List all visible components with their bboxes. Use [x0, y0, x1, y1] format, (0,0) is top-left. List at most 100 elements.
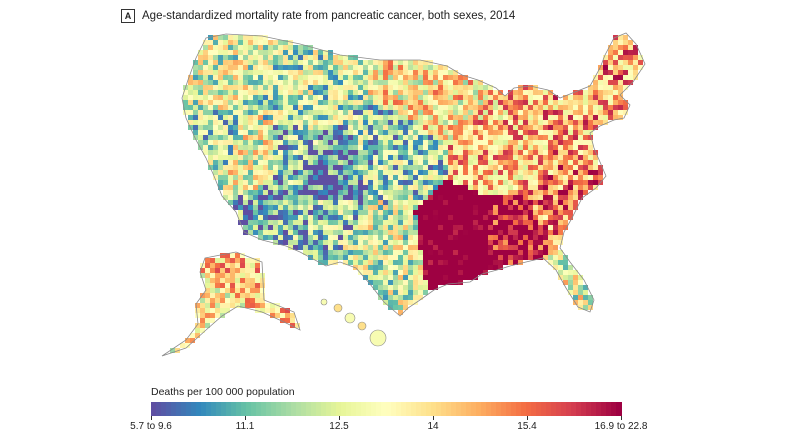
county-cell: [278, 80, 283, 85]
county-cell: [338, 65, 343, 70]
colorbar-segment: [426, 402, 432, 416]
county-cell: [543, 140, 548, 145]
county-cell: [448, 150, 453, 155]
county-cell: [618, 85, 623, 90]
county-cell: [238, 210, 243, 215]
county-cell: [598, 165, 603, 170]
county-cell: [308, 105, 313, 110]
county-cell: [313, 200, 318, 205]
county-cell: [428, 115, 433, 120]
county-cell: [253, 170, 258, 175]
county-cell: [343, 95, 348, 100]
county-cell: [353, 100, 358, 105]
county-cell: [568, 210, 573, 215]
county-cell: [603, 75, 608, 80]
county-cell: [223, 55, 228, 60]
county-cell: [213, 55, 218, 60]
county-cell: [323, 255, 328, 260]
county-cell: [368, 130, 373, 135]
county-cell: [518, 245, 523, 250]
county-cell: [373, 205, 378, 210]
county-cell: [618, 45, 623, 50]
county-cell: [398, 100, 403, 105]
county-cell: [218, 125, 223, 130]
county-cell: [518, 95, 523, 100]
county-cell: [273, 230, 278, 235]
county-cell: [503, 200, 508, 205]
county-cell: [448, 225, 453, 230]
borough-cell: [210, 258, 215, 263]
county-cell: [318, 165, 323, 170]
county-cell: [318, 130, 323, 135]
county-cell: [348, 165, 353, 170]
county-cell: [593, 105, 598, 110]
county-cell: [413, 120, 418, 125]
county-cell: [188, 110, 193, 115]
county-cell: [358, 110, 363, 115]
county-cell: [263, 210, 268, 215]
county-cell: [203, 50, 208, 55]
borough-cell: [205, 313, 210, 318]
county-cell: [533, 150, 538, 155]
county-cell: [223, 140, 228, 145]
county-cell: [348, 110, 353, 115]
county-cell: [273, 205, 278, 210]
county-cell: [503, 105, 508, 110]
borough-cell: [250, 288, 255, 293]
county-cell: [383, 90, 388, 95]
county-cell: [403, 160, 408, 165]
county-cell: [413, 220, 418, 225]
county-cell: [458, 135, 463, 140]
borough-cell: [255, 263, 260, 268]
county-cell: [413, 255, 418, 260]
county-cell: [223, 120, 228, 125]
county-cell: [293, 160, 298, 165]
county-cell: [438, 195, 443, 200]
county-cell: [498, 195, 503, 200]
county-cell: [463, 145, 468, 150]
county-cell: [473, 255, 478, 260]
county-cell: [368, 205, 373, 210]
county-cell: [503, 95, 508, 100]
county-cell: [208, 100, 213, 105]
county-cell: [343, 180, 348, 185]
county-cell: [438, 65, 443, 70]
county-cell: [313, 240, 318, 245]
county-cell: [318, 230, 323, 235]
county-cell: [223, 195, 228, 200]
county-cell: [388, 275, 393, 280]
county-cell: [538, 225, 543, 230]
borough-cell: [215, 298, 220, 303]
legend-tick-label: 5.7 to 9.6: [130, 421, 172, 432]
borough-cell: [255, 298, 260, 303]
county-cell: [513, 195, 518, 200]
county-cell: [463, 260, 468, 265]
county-cell: [608, 90, 613, 95]
county-cell: [468, 235, 473, 240]
county-cell: [403, 195, 408, 200]
county-cell: [233, 160, 238, 165]
county-cell: [298, 140, 303, 145]
county-cell: [268, 185, 273, 190]
county-cell: [368, 220, 373, 225]
county-cell: [343, 155, 348, 160]
county-cell: [548, 180, 553, 185]
county-cell: [348, 205, 353, 210]
county-cell: [378, 155, 383, 160]
county-cell: [483, 180, 488, 185]
county-cell: [443, 150, 448, 155]
county-cell: [208, 120, 213, 125]
county-cell: [268, 215, 273, 220]
county-cell: [293, 95, 298, 100]
county-cell: [473, 190, 478, 195]
county-cell: [483, 150, 488, 155]
county-cell: [433, 180, 438, 185]
county-cell: [413, 285, 418, 290]
county-cell: [393, 230, 398, 235]
county-cell: [333, 110, 338, 115]
county-cell: [343, 175, 348, 180]
county-cell: [298, 125, 303, 130]
hawaii-island: [333, 303, 343, 313]
county-cell: [453, 195, 458, 200]
county-cell: [273, 50, 278, 55]
